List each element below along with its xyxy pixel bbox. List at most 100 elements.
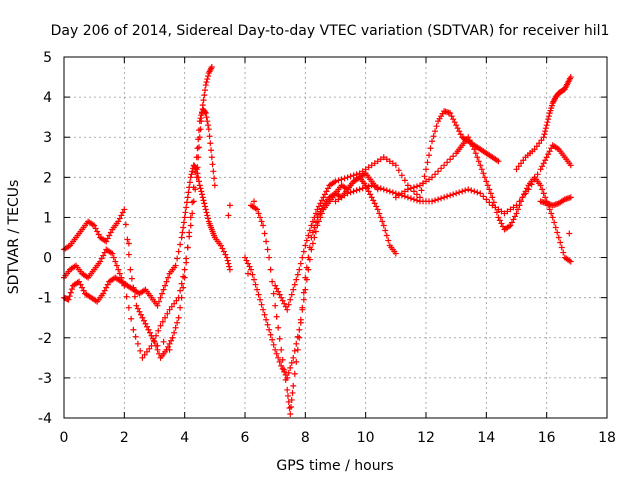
data-point [197,185,204,192]
data-point [291,347,298,354]
data-point [453,122,460,129]
data-point [537,182,544,189]
data-point [275,324,282,331]
data-point [217,242,224,249]
data-point [365,164,372,171]
data-point [450,116,457,123]
data-point [251,198,258,205]
data-point [429,198,436,205]
data-point [533,143,540,150]
data-point [245,270,252,277]
data-point [380,154,387,161]
data-point [270,290,277,297]
data-point [300,289,307,296]
data-point [130,326,137,333]
data-point [187,214,194,221]
data-point [185,189,192,196]
data-point [198,188,205,195]
data-point [169,334,176,341]
data-point [386,158,393,165]
data-point [382,227,389,234]
data-point [177,241,184,248]
data-point [146,329,153,336]
data-point [160,286,167,293]
data-point [312,228,319,235]
data-point [385,237,392,244]
y-tick-label: -2 [38,331,52,347]
data-point [350,172,357,179]
data-point [288,359,295,366]
plot-frame [63,56,608,419]
data-point [296,326,303,333]
data-point [558,244,565,251]
data-point [413,183,420,190]
data-point [338,194,345,201]
data-point [207,140,214,147]
data-point [418,187,425,194]
data-point [263,316,270,323]
data-point [441,194,448,201]
data-point [344,190,351,197]
data-point [258,301,265,308]
chart-title: Day 206 of 2014, Sidereal Day-to-day VTE… [51,23,610,39]
data-point [180,284,187,291]
data-point [205,215,212,222]
data-point [192,169,199,176]
data-point [435,196,442,203]
data-point [263,238,270,245]
data-point [260,222,267,229]
data-point [171,329,178,336]
data-point [121,282,128,289]
data-point [371,200,378,207]
data-point [515,206,522,213]
data-point [208,154,215,161]
data-point [508,219,515,226]
data-point [308,222,315,229]
data-point [302,286,309,293]
data-point [288,396,295,403]
data-point [401,177,408,184]
data-point [332,178,339,185]
data-point [249,271,256,278]
data-point [507,206,514,213]
data-point [539,186,546,193]
data-point [293,276,300,283]
data-point [289,389,296,396]
data-point [98,255,105,262]
data-point [480,193,487,200]
data-point [392,194,399,201]
data-point [123,293,130,300]
data-point [496,217,503,224]
data-point [478,166,485,173]
data-point [552,224,559,231]
data-point [315,218,322,225]
data-point [204,212,211,219]
data-point [196,182,203,189]
data-point [546,206,553,213]
data-point [468,140,475,147]
data-point [104,235,111,242]
data-point [125,304,132,311]
data-point [281,368,288,375]
data-point [278,346,285,353]
data-point [195,154,202,161]
data-point [66,293,73,300]
data-point [197,126,204,133]
data-point [184,244,191,251]
data-point [377,156,384,163]
x-tick-label: 2 [120,430,129,446]
x-tick-label: 10 [357,430,375,446]
data-point [486,186,493,193]
data-point [160,338,167,345]
y-axis-label: SDTVAR / TECUs [6,180,22,295]
y-tick-label: -4 [38,411,52,427]
data-point [311,224,318,231]
data-point [454,125,461,132]
data-point [122,221,129,228]
x-tick-label: 8 [301,430,310,446]
data-point [175,294,182,301]
data-point [300,296,307,303]
data-point [208,147,215,154]
data-point [495,214,502,221]
data-point [121,206,128,213]
